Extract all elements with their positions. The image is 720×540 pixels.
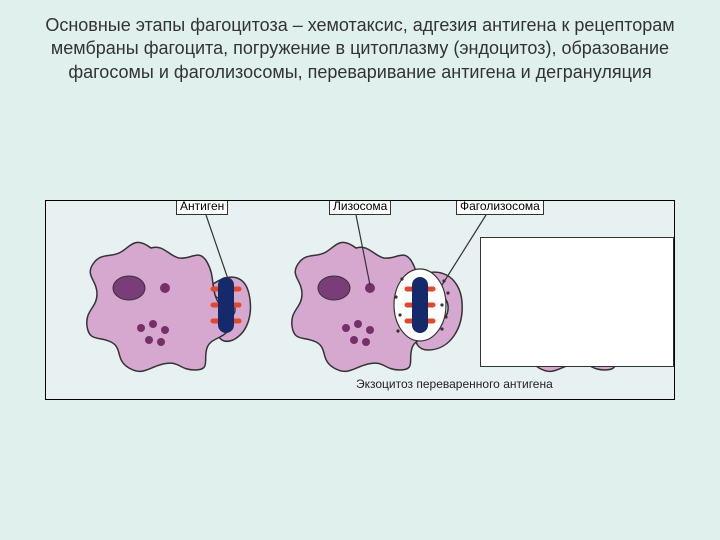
nucleus [318,276,350,300]
granule [161,326,169,334]
lysosome-dot [160,283,170,293]
granule [362,338,370,346]
label-phagolysosome: Фаголизосома [456,200,544,215]
granule [157,338,165,346]
granule [354,320,362,328]
granule [342,324,350,332]
enzyme-dot [398,313,401,316]
cell3-backdrop [480,237,674,367]
label-lysosome: Лизосома [329,200,391,215]
granule [145,336,153,344]
slide: Основные этапы фагоцитоза – хемотаксис, … [0,0,720,540]
granule [366,326,374,334]
enzyme-dot [394,295,397,298]
slide-title: Основные этапы фагоцитоза – хемотаксис, … [0,0,720,84]
enzyme-dot [440,327,443,330]
granule [137,324,145,332]
enzyme-dot [440,303,443,306]
label-exocytosis: Экзоцитоз переваренного антигена [356,377,553,391]
phagocytosis-diagram: Антиген Лизосома Фаголизосома Экзоцитоз … [45,200,675,400]
granule [149,320,157,328]
enzyme-dot [400,277,403,280]
enzyme-dot [444,315,447,318]
label-antigen: Антиген [176,200,228,215]
nucleus [113,276,145,300]
enzyme-dot [396,329,399,332]
granule [350,336,358,344]
enzyme-dot [446,291,449,294]
